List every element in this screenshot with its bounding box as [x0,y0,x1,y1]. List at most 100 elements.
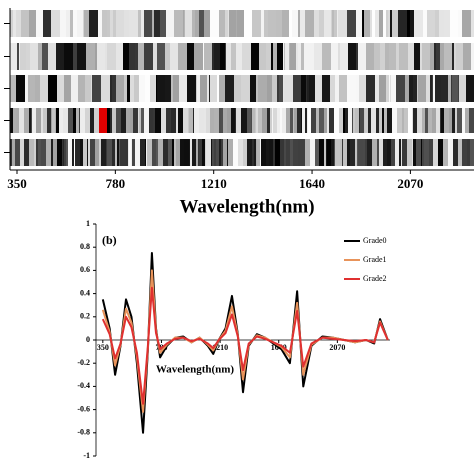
stripe [401,139,402,166]
stripe [271,43,273,70]
stripe [466,75,474,102]
stripe [219,75,225,102]
x-tick-label: 2070 [397,176,423,191]
stripe [363,10,364,37]
stripe [184,139,189,166]
stripe [199,139,202,166]
stripe [285,43,289,70]
stripe [157,75,165,102]
stripe [410,10,414,37]
stripe [255,108,256,133]
stripe [183,108,188,133]
stripe [429,139,433,166]
stripe [363,139,365,166]
stripe [74,139,75,166]
y-tick-label: 0.6 [80,265,90,274]
x-axis-title: Wavelength(nm) [179,196,314,217]
stripe [256,139,257,166]
stripe [301,139,305,166]
stripe [174,139,176,166]
stripe [416,139,421,166]
stripe [434,43,436,70]
stripe [353,108,355,133]
stripe [51,10,60,37]
stripe [279,75,283,102]
stripe [433,139,438,166]
stripe [29,108,31,133]
stripe [459,75,466,102]
stripe [225,10,228,37]
stripe [135,43,138,70]
stripe [97,108,100,133]
stripe [128,108,130,133]
stripe [272,108,273,133]
stripe [231,108,235,133]
stripe [458,139,462,166]
x-tick-label: 350 [97,343,109,352]
stripe [105,43,107,70]
stripe [210,10,219,37]
stripe [184,10,185,37]
stripe [452,75,458,102]
stripe [43,108,47,133]
stripe [176,139,180,166]
stripe [55,108,56,133]
stripe [119,139,120,166]
stripe [377,139,379,166]
stripe [298,139,301,166]
stripe [176,108,178,133]
highlight-band [99,108,107,133]
stripe [112,108,116,133]
stripe [455,108,457,133]
stripe [315,139,317,166]
stripe [366,75,375,102]
stripe [368,108,371,133]
stripe [221,139,223,166]
stripe [158,139,163,166]
stripe [210,108,214,133]
stripe [46,139,51,166]
stripe [254,139,256,166]
stripe [199,108,204,133]
stripe [364,108,365,133]
stripe [11,108,13,133]
stripe [367,139,372,166]
stripe [115,139,117,166]
stripe [327,139,331,166]
stripe [189,108,193,133]
stripe [155,108,160,133]
stripe [166,108,171,133]
stripe [57,75,64,102]
stripe [163,139,168,166]
stripe [375,75,379,102]
stripe [121,108,126,133]
stripe [463,43,471,70]
stripe [407,10,410,37]
stripe [52,108,55,133]
stripe [256,75,258,102]
stripe [375,10,379,37]
stripe [293,139,298,166]
stripe [338,10,347,37]
stripe [251,43,259,70]
stripe [430,43,434,70]
stripe [133,108,138,133]
stripe [305,10,314,37]
stripe [150,108,153,133]
stripe [124,75,127,102]
stripe [91,75,92,102]
stripe [357,139,358,166]
stripe [413,108,417,133]
stripe [309,75,315,102]
stripe [252,108,255,133]
stripe [236,10,237,37]
stripe [24,139,29,166]
stripe [105,108,110,133]
stripe [154,10,160,37]
stripe [322,75,330,102]
stripe [397,108,402,133]
stripe [147,139,152,166]
stripe [116,43,123,70]
stripe [10,43,17,70]
stripe [305,108,307,133]
